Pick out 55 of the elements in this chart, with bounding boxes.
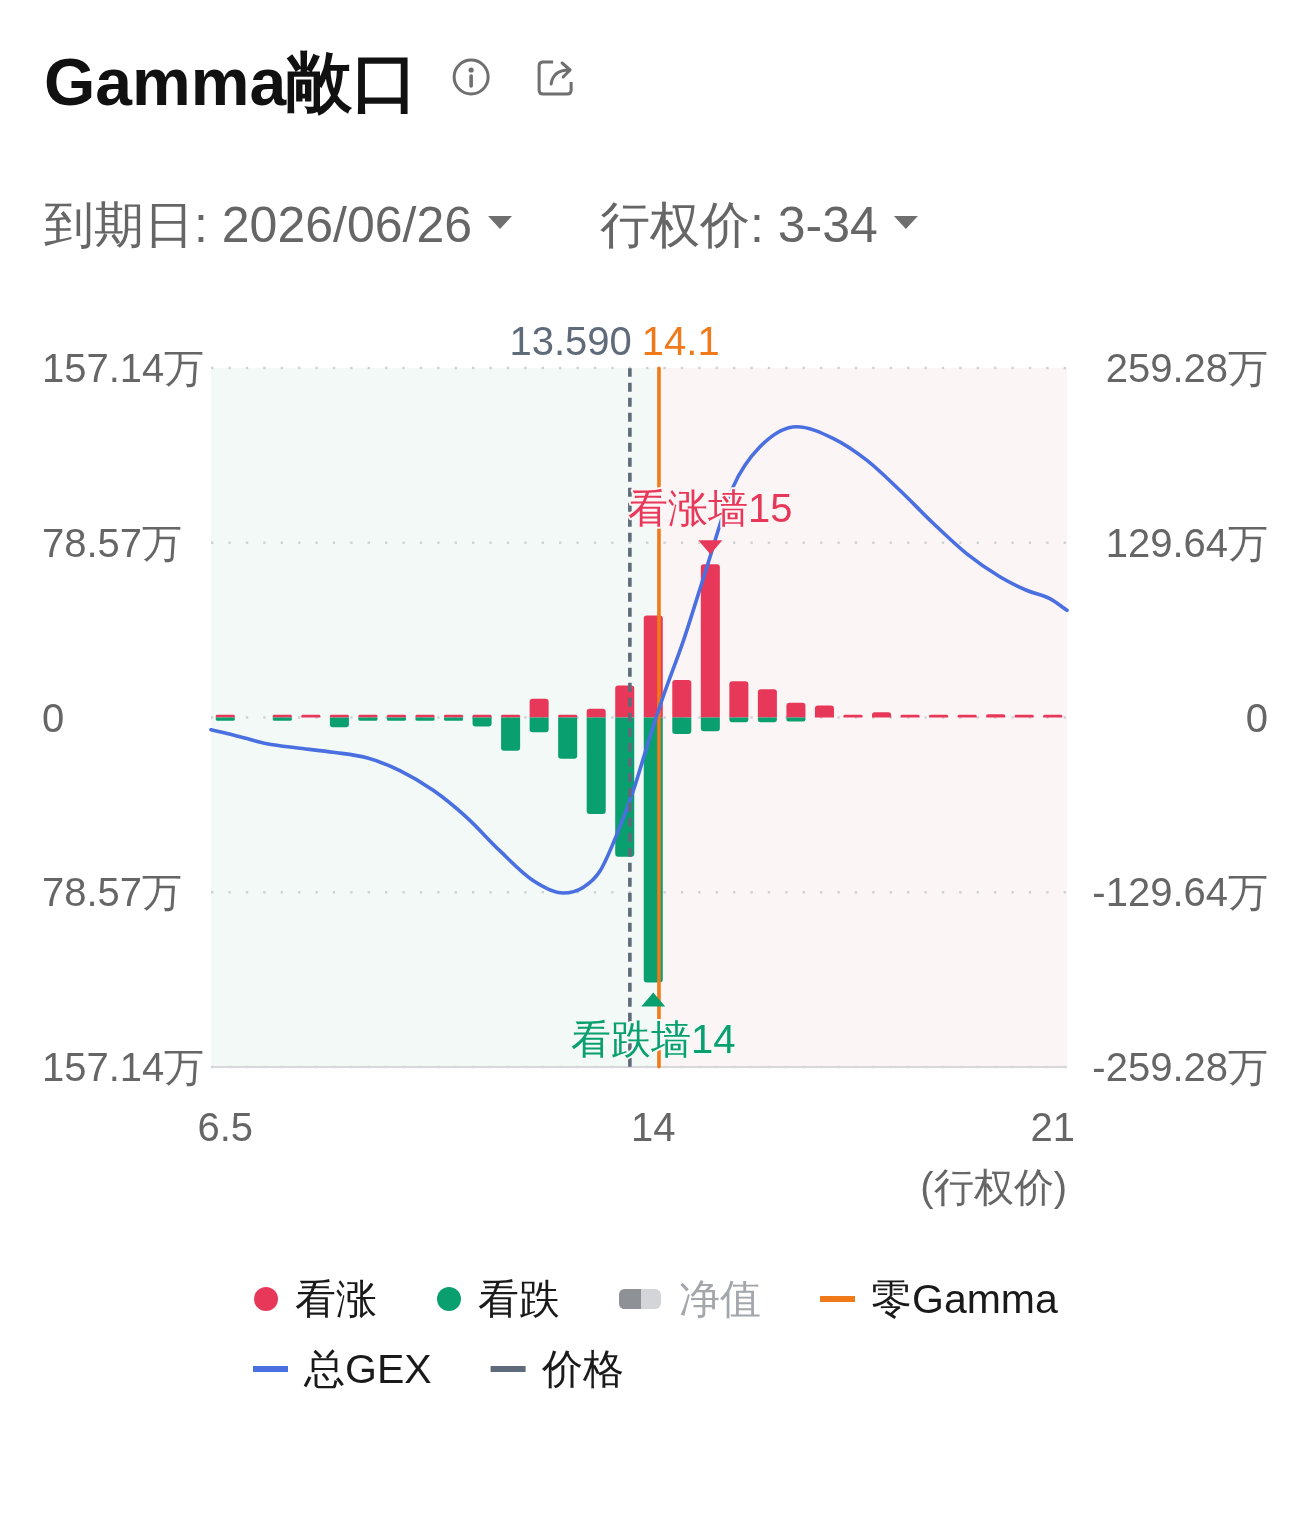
bar (558, 717, 578, 759)
bar (329, 717, 349, 728)
text: 行权价: 3-34 (600, 197, 878, 253)
y-tick-label: 157.14万 (42, 1045, 205, 1089)
bar (472, 714, 492, 718)
annotation: 14.1 (641, 319, 720, 364)
y-tick-label: 78.57万 (42, 520, 183, 565)
bar (872, 712, 892, 718)
bar (529, 698, 549, 718)
text: 到期日: 2026/06/26 (44, 197, 473, 253)
annotation: 13.590 (509, 319, 632, 364)
bar (900, 714, 920, 718)
chart-title: Gamma敞口 (44, 45, 419, 119)
y-tick-label: 0 (42, 695, 65, 740)
bar (329, 714, 349, 718)
bar (472, 717, 492, 727)
y2-tick-label: 0 (1245, 695, 1268, 740)
bar (558, 714, 578, 718)
bar (786, 717, 806, 722)
legend-label: 价格 (540, 1346, 624, 1392)
bar (843, 714, 863, 718)
y2-tick-label: 259.28万 (1105, 346, 1268, 390)
bar (729, 681, 749, 718)
y-tick-label: 78.57万 (42, 870, 183, 915)
legend-label: 看涨 (295, 1276, 377, 1322)
y2-tick-label: 129.64万 (1105, 520, 1268, 565)
bar (700, 564, 720, 718)
legend-label: 总GEX (303, 1346, 432, 1392)
bar (301, 714, 321, 718)
bar (586, 717, 606, 815)
legend-label: 净值 (679, 1276, 761, 1322)
bar (501, 717, 521, 751)
y2-tick-label: -129.64万 (1092, 870, 1268, 915)
bar (586, 708, 606, 718)
bar (986, 714, 1006, 718)
bar (757, 689, 777, 718)
bar (672, 679, 692, 718)
y-tick-label: 157.14万 (42, 346, 205, 390)
x-tick-label: 6.5 (197, 1105, 254, 1149)
bar (929, 714, 949, 718)
bar (786, 702, 806, 718)
legend-label: 零Gamma (871, 1276, 1058, 1322)
y2-tick-label: -259.28万 (1092, 1045, 1268, 1089)
x-tick-label: 14 (631, 1105, 676, 1149)
bar (529, 717, 549, 733)
bar (957, 714, 977, 718)
bar (814, 705, 834, 718)
bar (1014, 714, 1034, 718)
bar (1043, 714, 1063, 718)
x-tick-label: 21 (1030, 1105, 1075, 1149)
bar (672, 717, 692, 734)
legend-label: 看跌 (478, 1276, 560, 1322)
bar (501, 714, 521, 718)
x-axis-title: (行权价) (920, 1165, 1067, 1209)
bar (700, 717, 720, 732)
